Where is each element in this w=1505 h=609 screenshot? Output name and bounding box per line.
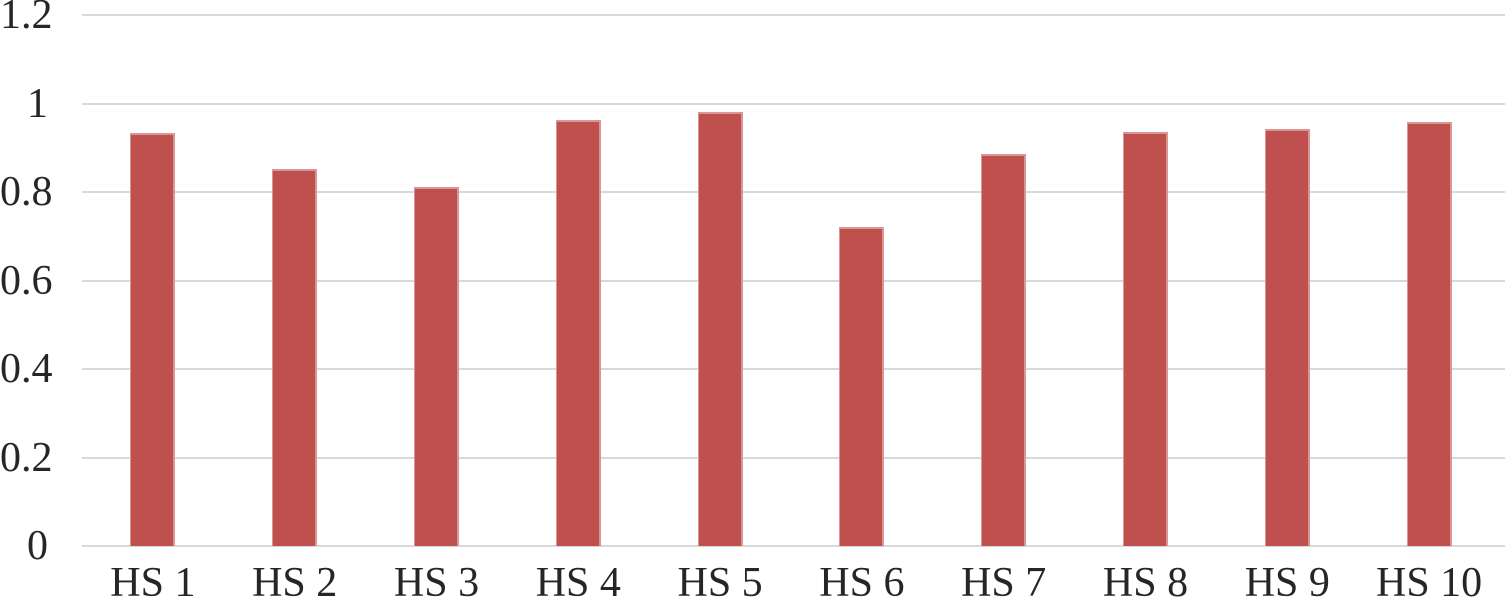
gridline <box>82 14 1505 16</box>
bar-hs-7 <box>981 153 1027 546</box>
x-tick-label: HS 6 <box>819 560 905 606</box>
gridline <box>82 279 1505 282</box>
y-tick-label: 0 <box>27 523 48 569</box>
bar-hs-3 <box>414 187 459 546</box>
bar-hs-9 <box>1264 128 1310 546</box>
y-tick-label: 1.2 <box>0 0 53 38</box>
bar-hs-10 <box>1406 122 1452 546</box>
x-tick-label: HS 5 <box>677 560 763 606</box>
x-tick-label: HS 7 <box>961 560 1047 606</box>
y-tick-label: 0.8 <box>0 169 53 215</box>
bar-hs-2 <box>272 168 318 546</box>
bar-hs-5 <box>697 111 743 546</box>
x-tick-label: HS 10 <box>1375 560 1483 606</box>
x-tick-label: HS 3 <box>393 560 480 606</box>
bar-hs-1 <box>130 133 176 546</box>
x-tick-label: HS 9 <box>1244 560 1330 606</box>
gridline <box>82 368 1505 370</box>
x-tick-label: HS 8 <box>1102 560 1189 606</box>
y-tick-label: 0.6 <box>0 257 53 304</box>
gridline <box>82 102 1505 105</box>
gridline <box>82 456 1505 459</box>
x-tick-label: HS 2 <box>252 560 338 606</box>
bar-hs-4 <box>555 119 601 546</box>
y-tick-label: 0.2 <box>0 434 53 481</box>
gridline <box>82 191 1505 193</box>
y-tick-label: 1 <box>27 80 48 127</box>
gridline <box>82 545 1505 547</box>
bar-hs-8 <box>1123 131 1168 546</box>
x-tick-label: HS 1 <box>110 560 196 606</box>
x-tick-label: HS 4 <box>535 560 621 606</box>
y-tick-label: 0.4 <box>0 346 53 392</box>
bar-hs-6 <box>839 226 885 546</box>
